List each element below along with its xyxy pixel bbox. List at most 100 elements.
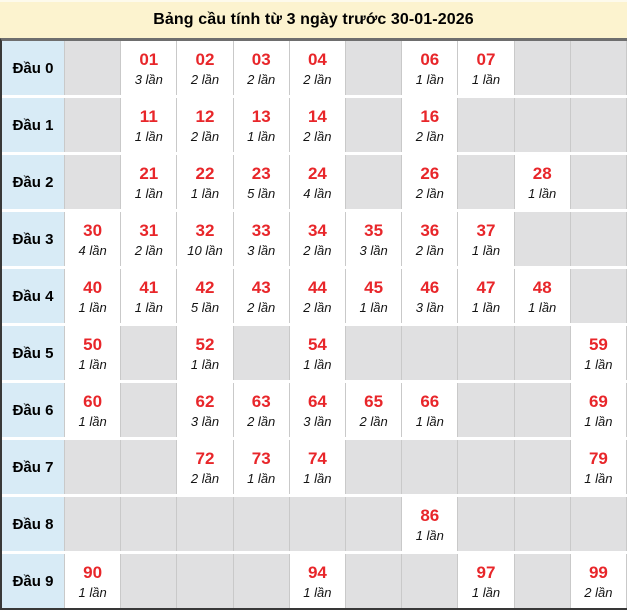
number: 44 bbox=[307, 278, 327, 297]
row-label-0: Đầu 0 bbox=[2, 41, 65, 95]
empty-cell bbox=[346, 41, 403, 95]
empty-cell bbox=[177, 497, 234, 551]
number: 65 bbox=[364, 392, 384, 411]
number: 74 bbox=[307, 449, 327, 468]
number-cell-01: 01 3 lần bbox=[121, 41, 178, 95]
number: 90 bbox=[83, 563, 103, 582]
empty-cell bbox=[346, 155, 403, 209]
number: 21 bbox=[139, 164, 159, 183]
number: 59 bbox=[588, 335, 608, 354]
count-label: 1 lần bbox=[584, 357, 613, 372]
count-label: 1 lần bbox=[303, 357, 332, 372]
number: 42 bbox=[195, 278, 215, 297]
count-label: 2 lần bbox=[247, 72, 276, 87]
number: 63 bbox=[251, 392, 271, 411]
empty-cell bbox=[570, 497, 627, 551]
count-label: 1 lần bbox=[528, 300, 557, 315]
number-cell-36: 36 2 lần bbox=[402, 212, 459, 266]
number: 30 bbox=[83, 221, 103, 240]
number: 60 bbox=[83, 392, 103, 411]
count-label: 1 lần bbox=[134, 129, 163, 144]
row-label-7: Đầu 7 bbox=[2, 440, 65, 494]
row-label-9: Đầu 9 bbox=[2, 554, 65, 608]
count-label: 3 lần bbox=[359, 243, 388, 258]
empty-cell bbox=[514, 440, 571, 494]
number-cell-34: 34 2 lần bbox=[289, 212, 346, 266]
number: 31 bbox=[139, 221, 159, 240]
number-cell-40: 40 1 lần bbox=[65, 269, 122, 323]
count-label: 2 lần bbox=[190, 72, 220, 87]
count-label: 5 lần bbox=[247, 186, 276, 201]
number-cell-74: 74 1 lần bbox=[289, 440, 346, 494]
number: 02 bbox=[195, 50, 215, 69]
empty-cell bbox=[177, 554, 234, 608]
number-cell-31: 31 2 lần bbox=[121, 212, 178, 266]
number-cell-14: 14 2 lần bbox=[289, 98, 346, 152]
number-cell-06: 06 1 lần bbox=[402, 41, 459, 95]
count-label: 1 lần bbox=[134, 300, 163, 315]
number-cell-21: 21 1 lần bbox=[121, 155, 178, 209]
number: 16 bbox=[420, 107, 440, 126]
count-label: 4 lần bbox=[303, 186, 332, 201]
count-label: 3 lần bbox=[303, 414, 332, 429]
count-label: 1 lần bbox=[415, 414, 444, 429]
empty-cell bbox=[458, 326, 515, 380]
count-label: 1 lần bbox=[78, 414, 107, 429]
number-cell-66: 66 1 lần bbox=[402, 383, 459, 437]
number-cell-43: 43 2 lần bbox=[233, 269, 290, 323]
row-label-5: Đầu 5 bbox=[2, 326, 65, 380]
row-label-8: Đầu 8 bbox=[2, 497, 65, 551]
number-cell-12: 12 2 lần bbox=[177, 98, 234, 152]
number-cell-41: 41 1 lần bbox=[121, 269, 178, 323]
number: 12 bbox=[195, 107, 215, 126]
empty-cell bbox=[514, 326, 571, 380]
count-label: 10 lần bbox=[187, 243, 223, 258]
count-label: 1 lần bbox=[247, 129, 276, 144]
empty-cell bbox=[121, 440, 178, 494]
number: 28 bbox=[532, 164, 552, 183]
number-cell-16: 16 2 lần bbox=[402, 98, 459, 152]
empty-cell bbox=[570, 155, 627, 209]
count-label: 1 lần bbox=[190, 186, 220, 201]
number: 26 bbox=[420, 164, 440, 183]
number-cell-59: 59 1 lần bbox=[570, 326, 627, 380]
number: 43 bbox=[251, 278, 271, 297]
number: 62 bbox=[195, 392, 215, 411]
number-cell-72: 72 2 lần bbox=[177, 440, 234, 494]
count-label: 1 lần bbox=[415, 528, 444, 543]
number-cell-37: 37 1 lần bbox=[458, 212, 515, 266]
empty-cell bbox=[346, 440, 403, 494]
number: 72 bbox=[195, 449, 215, 468]
count-label: 1 lần bbox=[190, 357, 220, 372]
number: 35 bbox=[364, 221, 384, 240]
empty-cell bbox=[402, 440, 459, 494]
number-cell-32: 32 10 lần bbox=[177, 212, 234, 266]
number: 99 bbox=[588, 563, 608, 582]
number: 79 bbox=[588, 449, 608, 468]
empty-cell bbox=[514, 212, 571, 266]
empty-cell bbox=[346, 554, 403, 608]
count-label: 5 lần bbox=[190, 300, 220, 315]
number-cell-35: 35 3 lần bbox=[346, 212, 403, 266]
empty-cell bbox=[458, 440, 515, 494]
empty-cell bbox=[65, 440, 122, 494]
number-cell-79: 79 1 lần bbox=[570, 440, 627, 494]
number-cell-07: 07 1 lần bbox=[458, 41, 515, 95]
number-cell-48: 48 1 lần bbox=[514, 269, 571, 323]
number: 07 bbox=[476, 50, 496, 69]
row-label-1: Đầu 1 bbox=[2, 98, 65, 152]
number: 41 bbox=[139, 278, 159, 297]
number-cell-65: 65 2 lần bbox=[346, 383, 403, 437]
empty-cell bbox=[65, 98, 122, 152]
count-label: 2 lần bbox=[247, 300, 276, 315]
number: 24 bbox=[307, 164, 327, 183]
count-label: 3 lần bbox=[415, 300, 444, 315]
empty-cell bbox=[514, 554, 571, 608]
empty-cell bbox=[121, 497, 178, 551]
count-label: 1 lần bbox=[247, 471, 276, 486]
number: 13 bbox=[251, 107, 271, 126]
number-cell-86: 86 1 lần bbox=[402, 497, 459, 551]
number: 48 bbox=[532, 278, 552, 297]
number-cell-69: 69 1 lần bbox=[570, 383, 627, 437]
count-label: 2 lần bbox=[303, 243, 332, 258]
